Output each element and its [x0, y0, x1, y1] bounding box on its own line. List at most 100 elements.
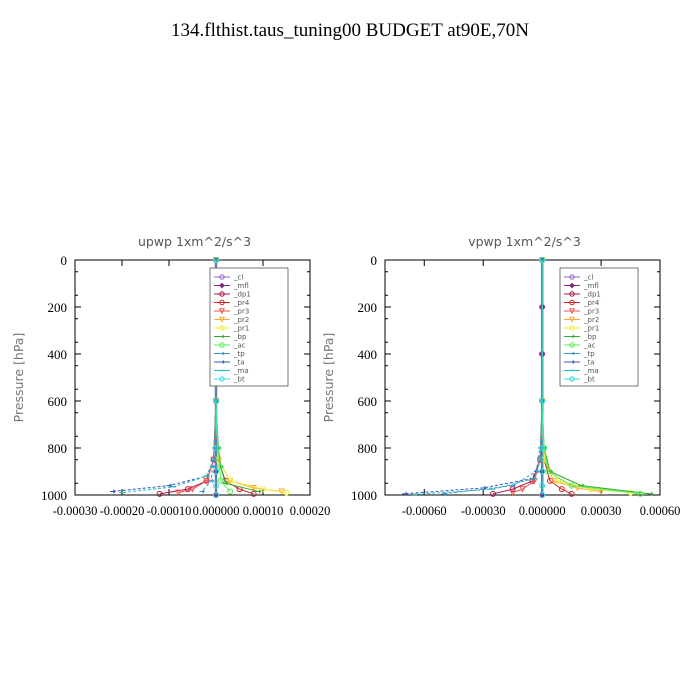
- series-ma: [119, 259, 219, 494]
- data-point: [637, 490, 644, 497]
- data-point: [539, 482, 546, 489]
- data-point: [222, 481, 229, 486]
- data-point: [213, 445, 219, 451]
- plot-frame: [74, 259, 311, 496]
- legend-label: _tp: [583, 350, 595, 358]
- legend-marker: [219, 299, 225, 306]
- legend-marker: [569, 376, 575, 382]
- legend-box: [559, 267, 639, 387]
- legend: _cl_mfl_dp1_pr4_pr3_pr2_pr1_bp_ac_tp_ta_…: [559, 267, 639, 387]
- data-point: [509, 486, 516, 493]
- legend-marker: [569, 351, 575, 356]
- series-line: [492, 260, 543, 495]
- chart-title: vpwp 1xm^2/s^3: [468, 234, 581, 249]
- data-point: [255, 489, 262, 494]
- data-point: [539, 492, 546, 498]
- legend-marker: [218, 316, 226, 323]
- legend-label: _ta: [583, 359, 595, 367]
- legend-label: _pr4: [583, 299, 600, 307]
- legend-label: _pr1: [583, 325, 599, 333]
- chart-panel-1: upwp 1xm^2/s^3 Pressure [hPa] 0 200 400 600 80…: [11, 234, 330, 518]
- data-point: [510, 483, 516, 488]
- data-point: [647, 491, 654, 496]
- legend-marker: [218, 308, 226, 315]
- data-point: [539, 445, 546, 451]
- legend-label: _pr1: [233, 325, 249, 333]
- legend-label: _bp: [233, 333, 247, 341]
- legend-label: _mfl: [233, 282, 249, 290]
- series-line: [443, 260, 543, 495]
- y-tick-label: 200: [358, 300, 378, 315]
- data-point: [554, 477, 561, 484]
- data-point: [480, 485, 487, 491]
- y-tick-label: 400: [358, 347, 378, 362]
- legend-label: _ma: [583, 367, 599, 375]
- legend-label: _bt: [583, 376, 595, 384]
- data-point: [208, 478, 215, 484]
- data-point: [213, 468, 219, 475]
- plot-frame: [384, 259, 661, 496]
- series-dp1: [490, 257, 546, 497]
- legend-marker: [219, 360, 225, 364]
- data-point: [110, 489, 116, 494]
- series-line: [159, 260, 217, 495]
- x-tick-label: -0.00060: [402, 504, 447, 518]
- y-axis-label: Pressure [hPa]: [321, 333, 336, 423]
- data-point: [189, 486, 196, 493]
- data-point: [539, 468, 546, 475]
- legend-marker: [569, 342, 575, 348]
- data-point: [227, 477, 234, 484]
- legend-box: [209, 267, 289, 387]
- series-line: [121, 260, 217, 494]
- data-point: [216, 463, 223, 470]
- y-tick-label: 0: [61, 253, 68, 268]
- legend-marker: [569, 291, 575, 297]
- x-tick-label: -0.00020: [100, 504, 145, 518]
- legend-marker: [568, 316, 576, 323]
- data-point: [217, 477, 224, 484]
- data-point: [213, 492, 219, 498]
- legend-marker: [219, 282, 225, 289]
- chart-title: upwp 1xm^2/s^3: [138, 234, 251, 249]
- data-point: [568, 482, 575, 489]
- series-bt: [539, 257, 546, 498]
- data-point: [213, 257, 219, 263]
- legend-marker: [569, 282, 575, 289]
- y-tick-label: 800: [358, 441, 378, 456]
- y-tick-label: 400: [48, 347, 68, 362]
- y-tick-label: 200: [48, 300, 68, 315]
- x-tick-label: 0.00010: [243, 504, 284, 518]
- legend-marker: [219, 274, 225, 280]
- data-point: [509, 489, 516, 497]
- y-tick-label: 1000: [41, 488, 67, 503]
- x-tick-label: 0.000000: [193, 504, 240, 518]
- legend-marker: [569, 274, 575, 280]
- legend-marker: [219, 376, 225, 382]
- legend-label: _pr4: [233, 299, 250, 307]
- x-tick-label: 0.00060: [640, 504, 681, 518]
- legend-label: _dp1: [233, 291, 251, 299]
- data-point: [213, 482, 219, 489]
- page-title: 134.flthist.taus_tuning00 BUDGET at90E,7…: [171, 20, 529, 41]
- legend-marker: [569, 334, 575, 339]
- data-point: [184, 486, 191, 493]
- data-point: [260, 486, 266, 493]
- chart-panel-2: vpwp 1xm^2/s^3 Pressure [hPa] 0 200 400 600 80…: [321, 234, 680, 518]
- data-point: [490, 490, 497, 497]
- x-tick-label: -0.00030: [461, 504, 506, 518]
- x-tick-label: -0.00010: [147, 504, 192, 518]
- legend-marker: [219, 342, 225, 348]
- data-point: [199, 489, 206, 494]
- data-point: [227, 488, 234, 495]
- data-point: [539, 398, 546, 404]
- legend-label: _ta: [233, 359, 245, 367]
- legend-marker: [219, 291, 225, 297]
- legend-marker: [219, 325, 225, 331]
- legend-marker: [569, 360, 575, 364]
- legend-marker: [568, 308, 576, 315]
- y-tick-label: 600: [358, 394, 378, 409]
- data-point: [539, 257, 546, 263]
- legend-marker: [219, 334, 225, 339]
- data-point: [545, 468, 552, 475]
